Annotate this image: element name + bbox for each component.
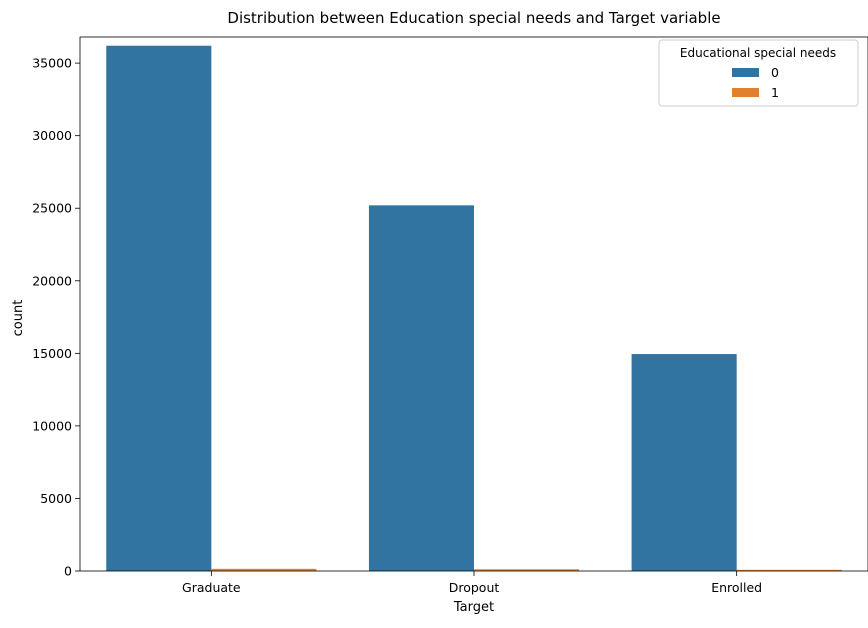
legend-swatch-0 <box>732 68 759 77</box>
legend-entries: 01 <box>732 65 779 100</box>
y-tick-label: 10000 <box>32 418 72 433</box>
plot-frame <box>79 36 868 572</box>
bars-group <box>106 45 842 571</box>
y-tick-label: 5000 <box>40 491 72 506</box>
x-tick-label: Enrolled <box>711 580 762 595</box>
bar-enrolled-series-0 <box>631 354 737 571</box>
y-tick-label: 25000 <box>32 201 72 216</box>
bar-graduate-series-0 <box>106 45 212 571</box>
y-tick-label: 15000 <box>32 346 72 361</box>
x-axis-label: Target <box>453 600 494 615</box>
chart-title: Distribution between Education special n… <box>227 9 720 27</box>
legend-label-1: 1 <box>771 85 779 100</box>
y-tick-label: 20000 <box>32 273 72 288</box>
bar-enrolled-series-1 <box>736 569 842 571</box>
y-tick-label: 35000 <box>32 56 72 71</box>
legend-swatch-1 <box>732 88 759 97</box>
y-tick-label: 30000 <box>32 128 72 143</box>
legend-label-0: 0 <box>771 65 779 80</box>
bar-dropout-series-0 <box>368 205 474 571</box>
y-axis-label: count <box>11 300 26 337</box>
y-axis: 0 5000 10000 15000 20000 25000 30000 35000 <box>32 56 80 579</box>
x-tick-label: Graduate <box>182 580 241 595</box>
x-tick-label: Dropout <box>449 580 500 595</box>
x-axis: Graduate Dropout Enrolled <box>182 571 762 595</box>
legend-title: Educational special needs <box>680 46 836 60</box>
bar-dropout-series-1 <box>474 569 580 571</box>
y-tick-label: 0 <box>64 564 72 579</box>
bar-graduate-series-1 <box>211 568 317 571</box>
legend: Educational special needs 01 <box>658 39 859 107</box>
